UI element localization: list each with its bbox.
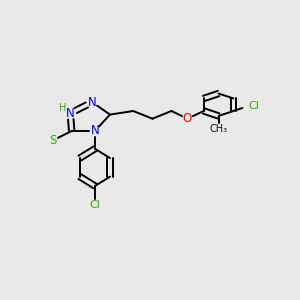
Text: S: S — [49, 134, 56, 147]
Text: N: N — [91, 124, 99, 137]
Text: CH₃: CH₃ — [209, 124, 228, 134]
Text: N: N — [88, 96, 97, 109]
Text: Cl: Cl — [89, 200, 100, 210]
Text: H: H — [59, 103, 66, 113]
Text: Cl: Cl — [248, 101, 259, 111]
Text: N: N — [66, 107, 75, 120]
Text: O: O — [183, 112, 192, 125]
